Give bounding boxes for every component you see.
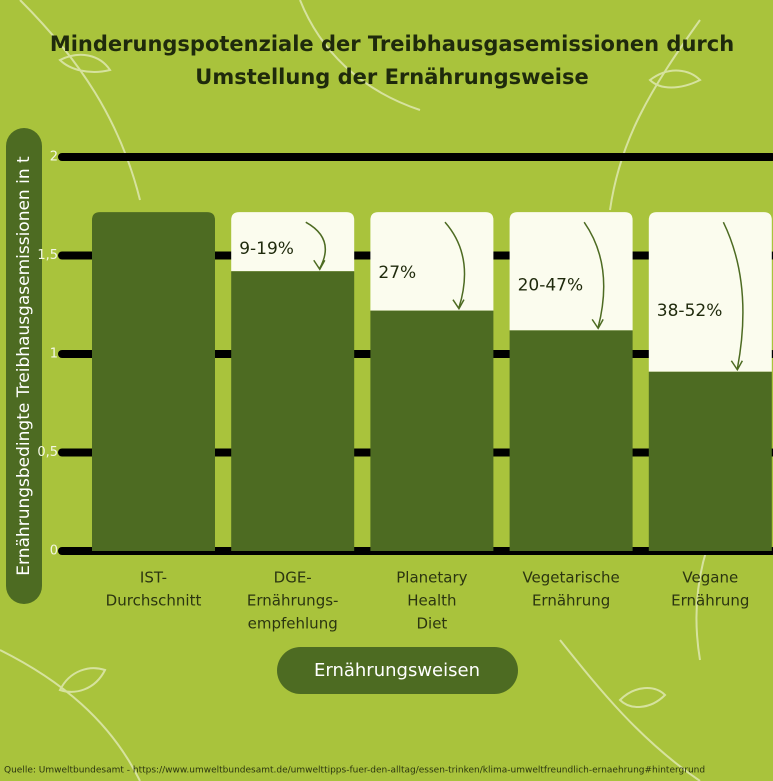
x-tick-label: Diet	[416, 615, 447, 633]
chart: Minderungspotenziale der Treibhausgasemi…	[0, 0, 773, 781]
x-tick-label: empfehlung	[248, 615, 338, 633]
y-axis-label: Ernährungsbedingte Treibhausgasemissione…	[14, 156, 34, 576]
x-tick-label: Health	[407, 592, 456, 610]
title-line: Umstellung der Ernährungsweise	[195, 65, 588, 89]
source: Quelle: Umweltbundesamt - https://www.um…	[4, 766, 705, 776]
x-tick-label: Durchschnitt	[106, 592, 202, 610]
y-tick-label: 0,5	[37, 445, 58, 460]
reduction-box	[510, 212, 633, 330]
x-tick-label: Planetary	[396, 569, 467, 587]
title-line: Minderungspotenziale der Treibhausgasemi…	[50, 32, 734, 56]
page: Minderungspotenziale der Treibhausgasemi…	[0, 0, 773, 781]
bar	[92, 212, 215, 551]
x-tick-label: Ernährung	[671, 592, 749, 610]
annotation: 20-47%	[518, 275, 584, 295]
y-tick-label: 1,5	[37, 248, 58, 263]
x-tick-label: Ernährungs-	[247, 592, 339, 610]
x-tick-label: Vegane	[682, 569, 738, 587]
x-tick-label: IST-	[140, 569, 167, 587]
annotation: 38-52%	[657, 301, 723, 321]
bar	[510, 330, 633, 551]
bar	[649, 372, 772, 551]
y-tick-label: 2	[50, 150, 58, 165]
x-axis-label: Ernährungsweisen	[314, 660, 480, 681]
y-tick-label: 0	[50, 544, 58, 559]
bar	[231, 271, 354, 551]
bar	[370, 311, 493, 551]
annotation: 27%	[378, 263, 416, 283]
reduction-box	[370, 212, 493, 311]
y-tick-label: 1	[50, 347, 58, 362]
x-tick-label: Ernährung	[532, 592, 610, 610]
reduction-box	[649, 212, 772, 372]
x-tick-label: Vegetarische	[522, 569, 619, 587]
annotation: 9-19%	[239, 239, 294, 259]
x-tick-label: DGE-	[274, 569, 312, 587]
